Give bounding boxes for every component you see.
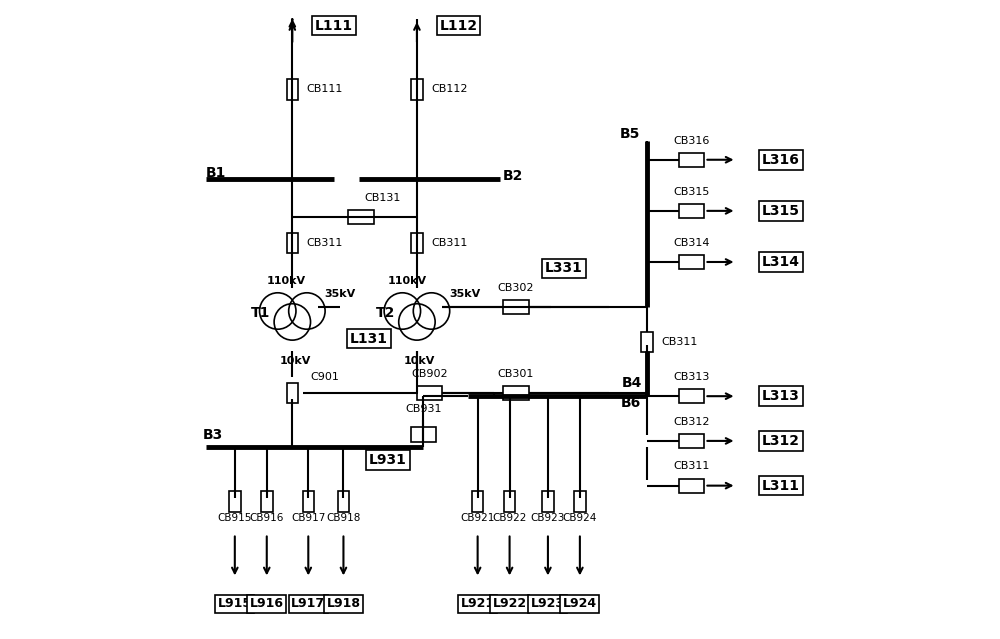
- Text: L314: L314: [762, 255, 800, 269]
- Text: CB315: CB315: [674, 187, 710, 197]
- Text: CB922: CB922: [492, 512, 527, 523]
- Text: CB301: CB301: [498, 369, 534, 379]
- Bar: [641, 332, 653, 352]
- Bar: [338, 491, 349, 512]
- Bar: [679, 434, 704, 448]
- Bar: [574, 491, 586, 512]
- Text: CB311: CB311: [431, 238, 467, 248]
- Text: L111: L111: [315, 19, 353, 33]
- Text: L331: L331: [545, 261, 583, 275]
- Text: CB316: CB316: [674, 135, 710, 146]
- Text: 110kV: 110kV: [267, 276, 306, 286]
- Text: 110kV: 110kV: [388, 276, 427, 286]
- Bar: [472, 491, 483, 512]
- Bar: [679, 389, 704, 403]
- Text: CB902: CB902: [411, 369, 448, 379]
- Text: B3: B3: [203, 427, 223, 442]
- Text: CB924: CB924: [563, 512, 597, 523]
- Text: CB931: CB931: [405, 404, 442, 414]
- Bar: [679, 479, 704, 493]
- Bar: [303, 491, 314, 512]
- Text: CB111: CB111: [306, 84, 343, 95]
- Text: L311: L311: [762, 479, 800, 493]
- Text: CB916: CB916: [250, 512, 284, 523]
- Text: L112: L112: [439, 19, 478, 33]
- Bar: [348, 210, 374, 224]
- Text: L312: L312: [762, 434, 800, 448]
- Bar: [411, 427, 436, 442]
- Text: L931: L931: [369, 453, 407, 467]
- Text: CB302: CB302: [498, 282, 534, 293]
- Text: CB311: CB311: [674, 461, 710, 472]
- Bar: [679, 153, 704, 167]
- Bar: [542, 491, 554, 512]
- Text: L313: L313: [762, 389, 800, 403]
- Bar: [287, 233, 298, 253]
- Text: L918: L918: [326, 597, 360, 610]
- Bar: [503, 300, 529, 314]
- Text: 35kV: 35kV: [449, 289, 480, 299]
- Text: CB311: CB311: [661, 337, 697, 347]
- Text: B4: B4: [621, 376, 642, 390]
- Bar: [229, 491, 241, 512]
- Bar: [679, 255, 704, 269]
- Bar: [287, 383, 298, 403]
- Text: L916: L916: [250, 597, 284, 610]
- Text: CB921: CB921: [460, 512, 495, 523]
- Bar: [287, 79, 298, 100]
- Text: 10kV: 10kV: [280, 356, 311, 366]
- Text: B5: B5: [620, 127, 641, 141]
- Text: CB312: CB312: [673, 417, 710, 427]
- Text: CB917: CB917: [291, 512, 325, 523]
- Text: CB311: CB311: [306, 238, 343, 248]
- Bar: [679, 204, 704, 218]
- Text: L924: L924: [563, 597, 597, 610]
- Text: CB131: CB131: [364, 193, 401, 203]
- Text: B2: B2: [503, 169, 524, 183]
- Bar: [411, 79, 423, 100]
- Text: L315: L315: [762, 204, 800, 218]
- Text: L316: L316: [762, 153, 800, 167]
- Text: L922: L922: [493, 597, 527, 610]
- Text: CB915: CB915: [218, 512, 252, 523]
- Text: C901: C901: [310, 372, 339, 382]
- Text: CB923: CB923: [531, 512, 565, 523]
- Text: B1: B1: [206, 166, 226, 180]
- Text: CB112: CB112: [431, 84, 467, 95]
- Text: 10kV: 10kV: [404, 356, 436, 366]
- Bar: [504, 491, 515, 512]
- Text: T2: T2: [375, 306, 395, 320]
- Text: B6: B6: [620, 396, 641, 410]
- Text: L917: L917: [291, 597, 325, 610]
- Bar: [503, 386, 529, 400]
- Text: L915: L915: [218, 597, 252, 610]
- Text: L923: L923: [531, 597, 565, 610]
- Text: L921: L921: [461, 597, 495, 610]
- Text: CB313: CB313: [674, 372, 710, 382]
- Bar: [417, 386, 442, 400]
- Text: CB918: CB918: [326, 512, 361, 523]
- Text: T1: T1: [251, 306, 270, 320]
- Text: L131: L131: [350, 332, 388, 346]
- Text: 35kV: 35kV: [324, 289, 356, 299]
- Text: CB314: CB314: [673, 238, 710, 248]
- Bar: [261, 491, 273, 512]
- Bar: [411, 233, 423, 253]
